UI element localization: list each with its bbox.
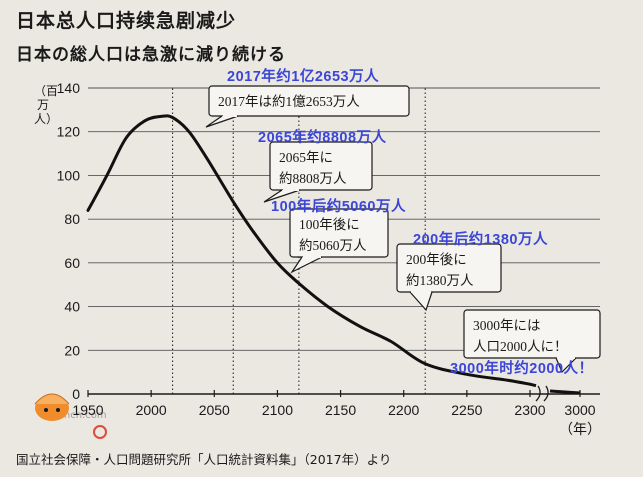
- x-tick-label: 2000: [136, 402, 167, 418]
- callout-pointer: [205, 115, 239, 128]
- callout-frame: [289, 208, 389, 258]
- callout-text: 3000年には: [473, 318, 541, 333]
- y-tick-label: 100: [57, 167, 81, 183]
- callout-frame: [463, 309, 601, 359]
- callout-text: 200年後に: [406, 252, 467, 267]
- watermark-logo-icon: [93, 425, 107, 439]
- callout-pointer: [290, 256, 323, 274]
- y-axis-label: （百万人）: [34, 84, 59, 126]
- x-axis-label: （年）: [559, 421, 601, 437]
- y-tick-label: 0: [72, 386, 80, 402]
- x-tick-label: 1950: [72, 402, 103, 418]
- mascot-icon: [34, 393, 70, 421]
- chart-title-chinese: 日本总人口持续急剧减少: [16, 10, 237, 32]
- callout-text: 人口2000人に！: [473, 339, 568, 354]
- callout-text: 2017年は約1億2653万人: [218, 94, 360, 109]
- y-tick-label: 140: [57, 80, 81, 96]
- y-tick-label: 120: [57, 124, 81, 140]
- chinese-annotation: 2017年约1亿2653万人: [227, 67, 379, 85]
- mascot-hat: [34, 393, 70, 405]
- mascot-eye: [56, 408, 60, 412]
- x-tick-label: 3000: [564, 402, 595, 418]
- x-tick-label: 2150: [325, 402, 356, 418]
- callout-pointer: [263, 189, 301, 203]
- y-tick-label: 60: [64, 255, 80, 271]
- callout-box-2017: 2017年は約1億2653万人: [205, 85, 410, 128]
- population-line: [86, 114, 532, 386]
- y-tick-label: 40: [64, 299, 80, 315]
- callout-text: 約1380万人: [406, 273, 474, 288]
- chart-title-japanese: 日本の総人口は急激に減り続ける: [16, 45, 286, 65]
- chinese-annotation: 200年后约1380万人: [413, 230, 548, 248]
- callout-frame: [208, 85, 410, 117]
- callout-text: 約8808万人: [279, 171, 347, 186]
- y-tick-label: 20: [64, 342, 80, 358]
- population-line-tail: [529, 382, 537, 388]
- x-tick-label: 2100: [262, 402, 293, 418]
- x-tick-label: 2250: [451, 402, 482, 418]
- callout-text: 100年後に: [299, 217, 360, 232]
- y-tick-label: 80: [64, 211, 80, 227]
- callout-frame: [269, 141, 373, 191]
- chinese-annotation: 2065年约8808万人: [258, 128, 387, 146]
- watermark-text: 2chcn.com: [52, 410, 107, 421]
- callout-text: 2065年に: [279, 150, 333, 165]
- x-tick-label: 2300: [514, 402, 545, 418]
- callout-pointer: [555, 357, 577, 374]
- callout-text: 約5060万人: [299, 238, 367, 253]
- callout-pointer: [409, 291, 433, 312]
- chinese-annotation: 100年后约5060万人: [271, 197, 406, 215]
- x-tick-label: 2050: [199, 402, 230, 418]
- x-tick-label: 2200: [388, 402, 419, 418]
- mascot-eye: [44, 408, 48, 412]
- chinese-annotation: 3000年时约2000人！: [450, 359, 594, 377]
- source-note: 国立社会保障・人口問題研究所「人口統計資料集」（2017年）より: [16, 452, 392, 467]
- population-line-tail: [549, 389, 581, 395]
- callout-frame: [396, 243, 502, 293]
